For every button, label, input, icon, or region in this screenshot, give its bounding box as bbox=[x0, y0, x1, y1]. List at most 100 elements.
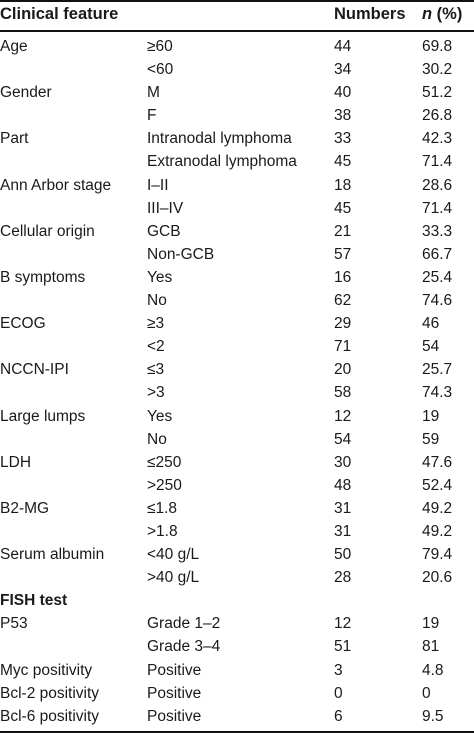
percent-cell: 71.4 bbox=[422, 199, 453, 217]
level-cell: III–IV bbox=[147, 199, 184, 217]
numbers-cell: 33 bbox=[334, 130, 352, 148]
numbers-cell: 58 bbox=[334, 384, 352, 402]
table-row: LDH ≤250 30 47.6 bbox=[0, 451, 474, 474]
feature-cell: Age bbox=[0, 38, 28, 55]
percent-cell: 51.2 bbox=[422, 84, 453, 102]
percent-cell: 49.2 bbox=[422, 499, 453, 517]
table-row: Myc positivity Positive 3 4.8 bbox=[0, 659, 474, 682]
level-cell: Intranodal lymphoma bbox=[147, 130, 292, 148]
numbers-cell: 29 bbox=[334, 315, 352, 333]
feature-cell: Cellular origin bbox=[0, 222, 95, 240]
level-cell: ≤1.8 bbox=[147, 499, 178, 517]
level-cell: Yes bbox=[147, 407, 173, 425]
percent-cell: 25.4 bbox=[422, 268, 453, 286]
feature-cell: NCCN-IPI bbox=[0, 361, 69, 379]
feature-cell: P53 bbox=[0, 615, 28, 633]
table-row: ECOG ≥3 29 46 bbox=[0, 312, 474, 335]
table-row: Grade 3–4 51 81 bbox=[0, 635, 474, 658]
table-row: Serum albumin <40 g/L 50 79.4 bbox=[0, 543, 474, 566]
level-cell: Positive bbox=[147, 684, 202, 702]
percent-cell: 79.4 bbox=[422, 546, 453, 564]
level-cell: ≥60 bbox=[147, 38, 173, 55]
numbers-cell: 31 bbox=[334, 522, 352, 540]
percent-cell: 46 bbox=[422, 315, 440, 333]
header-numbers: Numbers bbox=[334, 5, 406, 23]
header-rule bbox=[0, 30, 474, 32]
table-row: >1.8 31 49.2 bbox=[0, 520, 474, 543]
level-cell: ≤3 bbox=[147, 361, 165, 379]
table-row: NCCN-IPI ≤3 20 25.7 bbox=[0, 358, 474, 381]
feature-cell: Bcl-6 positivity bbox=[0, 707, 100, 725]
table-row: No 62 74.6 bbox=[0, 289, 474, 312]
level-cell: Extranodal lymphoma bbox=[147, 153, 297, 171]
percent-cell: 20.6 bbox=[422, 569, 453, 587]
numbers-cell: 18 bbox=[334, 176, 352, 194]
table-row: III–IV 45 71.4 bbox=[0, 197, 474, 220]
numbers-cell: 50 bbox=[334, 546, 352, 564]
table-row: Large lumps Yes 12 19 bbox=[0, 405, 474, 428]
section-heading-row: FISH test bbox=[0, 589, 474, 612]
level-cell: M bbox=[147, 84, 160, 102]
level-cell: ≤250 bbox=[147, 453, 182, 471]
numbers-cell: 12 bbox=[334, 407, 352, 425]
level-cell: Grade 3–4 bbox=[147, 638, 221, 656]
percent-cell: 30.2 bbox=[422, 61, 453, 79]
table-top-rule bbox=[0, 0, 474, 2]
percent-cell: 26.8 bbox=[422, 107, 453, 125]
percent-cell: 28.6 bbox=[422, 176, 453, 194]
numbers-cell: 45 bbox=[334, 153, 352, 171]
table-row: B symptoms Yes 16 25.4 bbox=[0, 266, 474, 289]
feature-cell: LDH bbox=[0, 453, 32, 471]
percent-cell: 74.3 bbox=[422, 384, 453, 402]
percent-cell: 4.8 bbox=[422, 661, 444, 679]
numbers-cell: 44 bbox=[334, 38, 352, 55]
level-cell: No bbox=[147, 430, 167, 448]
numbers-cell: 34 bbox=[334, 61, 352, 79]
numbers-cell: 45 bbox=[334, 199, 352, 217]
numbers-cell: 28 bbox=[334, 569, 352, 587]
table-row: No 54 59 bbox=[0, 428, 474, 451]
table-row: Cellular origin GCB 21 33.3 bbox=[0, 220, 474, 243]
table-body: Age ≥60 44 69.8 <60 34 30.2 Gender M 40 51.2 F 38 26.… bbox=[0, 35, 474, 728]
percent-cell: 9.5 bbox=[422, 707, 444, 725]
feature-cell: ECOG bbox=[0, 315, 46, 333]
level-cell: Grade 1–2 bbox=[147, 615, 221, 633]
table-row: <60 34 30.2 bbox=[0, 58, 474, 81]
numbers-cell: 40 bbox=[334, 84, 352, 102]
level-cell: GCB bbox=[147, 222, 181, 240]
feature-cell: Large lumps bbox=[0, 407, 86, 425]
numbers-cell: 48 bbox=[334, 476, 352, 494]
percent-cell: 66.7 bbox=[422, 245, 453, 263]
numbers-cell: 12 bbox=[334, 615, 352, 633]
level-cell: >250 bbox=[147, 476, 182, 494]
numbers-cell: 21 bbox=[334, 222, 352, 240]
table-bottom-rule bbox=[0, 731, 474, 733]
percent-cell: 19 bbox=[422, 407, 440, 425]
numbers-cell: 20 bbox=[334, 361, 352, 379]
feature-cell: Serum albumin bbox=[0, 546, 105, 564]
percent-cell: 59 bbox=[422, 430, 440, 448]
table-row: Ann Arbor stage I–II 18 28.6 bbox=[0, 174, 474, 197]
percent-cell: 0 bbox=[422, 684, 431, 702]
table-row: Bcl-2 positivity Positive 0 0 bbox=[0, 682, 474, 705]
level-cell: F bbox=[147, 107, 157, 125]
feature-cell: Ann Arbor stage bbox=[0, 176, 112, 194]
numbers-cell: 57 bbox=[334, 245, 352, 263]
percent-cell: 52.4 bbox=[422, 476, 453, 494]
level-cell: No bbox=[147, 292, 167, 310]
level-cell: Positive bbox=[147, 661, 202, 679]
level-cell: <60 bbox=[147, 61, 174, 79]
level-cell: Positive bbox=[147, 707, 202, 725]
table-row: Non-GCB 57 66.7 bbox=[0, 243, 474, 266]
numbers-cell: 30 bbox=[334, 453, 352, 471]
feature-cell: B symptoms bbox=[0, 268, 86, 286]
numbers-cell: 51 bbox=[334, 638, 352, 656]
numbers-cell: 38 bbox=[334, 107, 352, 125]
header-clinical-feature: Clinical feature bbox=[0, 5, 119, 23]
table-row: >250 48 52.4 bbox=[0, 474, 474, 497]
level-cell: Non-GCB bbox=[147, 245, 215, 263]
feature-cell: Myc positivity bbox=[0, 661, 93, 679]
feature-cell: FISH test bbox=[0, 592, 68, 610]
feature-cell: Part bbox=[0, 130, 29, 148]
level-cell: >3 bbox=[147, 384, 165, 402]
